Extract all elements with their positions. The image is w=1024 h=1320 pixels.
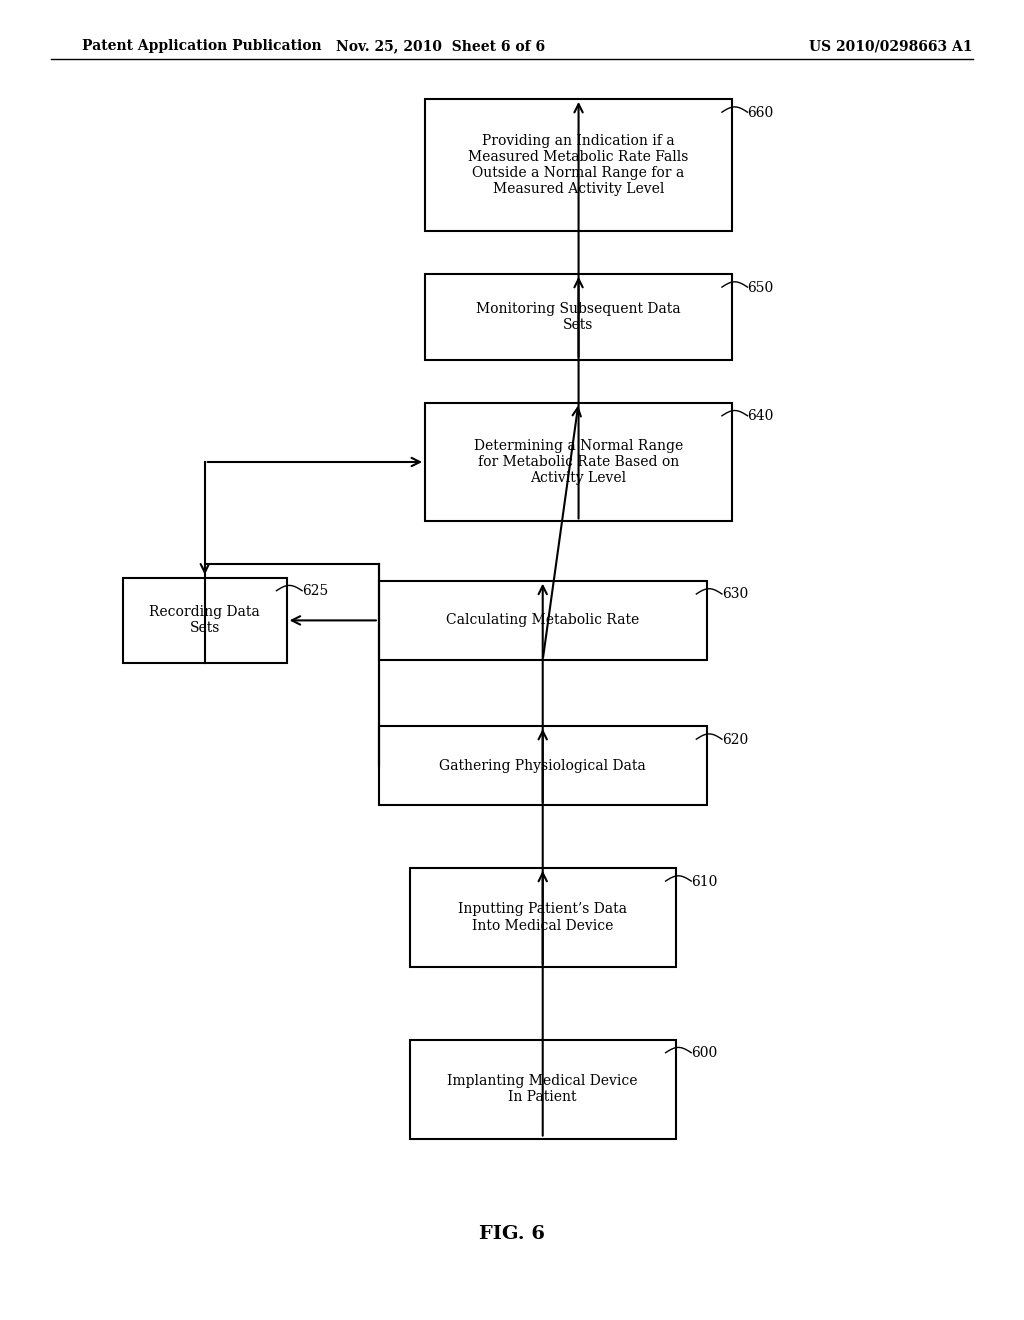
Text: 620: 620 <box>722 733 749 747</box>
Text: FIG. 6: FIG. 6 <box>479 1225 545 1243</box>
Text: Nov. 25, 2010  Sheet 6 of 6: Nov. 25, 2010 Sheet 6 of 6 <box>336 40 545 53</box>
Text: Recording Data
Sets: Recording Data Sets <box>150 606 260 635</box>
Text: 650: 650 <box>748 281 774 294</box>
Text: Determining a Normal Range
for Metabolic Rate Based on
Activity Level: Determining a Normal Range for Metabolic… <box>474 438 683 486</box>
FancyBboxPatch shape <box>410 869 676 966</box>
Text: 630: 630 <box>722 587 749 602</box>
FancyBboxPatch shape <box>425 403 732 521</box>
Text: 660: 660 <box>748 106 774 120</box>
FancyBboxPatch shape <box>425 99 732 231</box>
Text: 640: 640 <box>748 409 774 424</box>
Text: 610: 610 <box>691 875 718 888</box>
Text: Inputting Patient’s Data
Into Medical Device: Inputting Patient’s Data Into Medical De… <box>458 903 628 932</box>
Text: Monitoring Subsequent Data
Sets: Monitoring Subsequent Data Sets <box>476 302 681 331</box>
FancyBboxPatch shape <box>425 275 732 359</box>
Text: 625: 625 <box>302 583 329 598</box>
Text: Calculating Metabolic Rate: Calculating Metabolic Rate <box>446 614 639 627</box>
Text: Implanting Medical Device
In Patient: Implanting Medical Device In Patient <box>447 1074 638 1104</box>
FancyBboxPatch shape <box>379 581 707 660</box>
FancyBboxPatch shape <box>123 578 287 663</box>
FancyBboxPatch shape <box>410 1040 676 1138</box>
Text: US 2010/0298663 A1: US 2010/0298663 A1 <box>809 40 973 53</box>
Text: 600: 600 <box>691 1045 718 1060</box>
Text: Patent Application Publication: Patent Application Publication <box>82 40 322 53</box>
FancyBboxPatch shape <box>379 726 707 805</box>
Text: Gathering Physiological Data: Gathering Physiological Data <box>439 759 646 772</box>
Text: Providing an Indication if a
Measured Metabolic Rate Falls
Outside a Normal Rang: Providing an Indication if a Measured Me… <box>468 133 689 197</box>
